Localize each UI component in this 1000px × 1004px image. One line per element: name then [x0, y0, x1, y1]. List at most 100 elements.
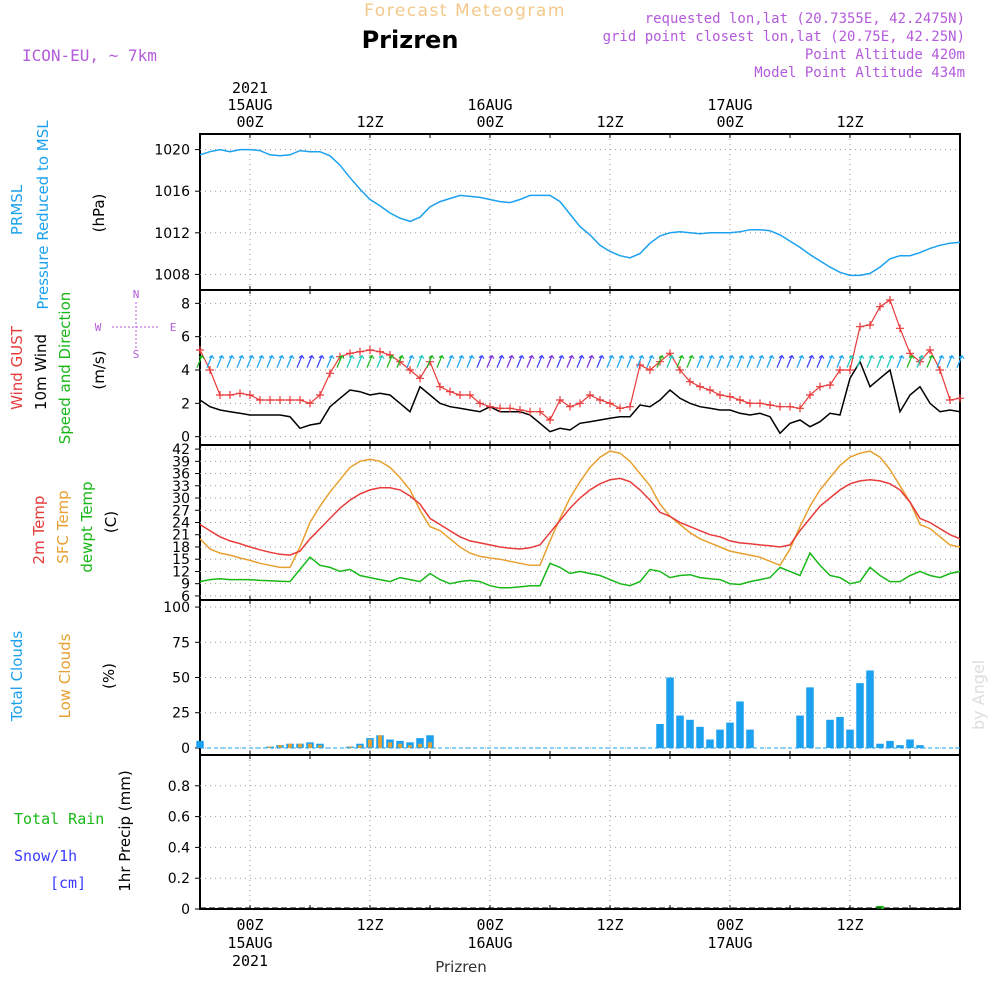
gust-marker	[536, 407, 544, 416]
total-cloud-bar	[886, 740, 894, 748]
clouds-label-low: Low Clouds	[56, 633, 74, 718]
wind-arrow	[676, 354, 685, 368]
low-cloud-bar	[368, 739, 372, 748]
low-cloud-bar	[268, 746, 272, 748]
total-cloud-bar	[846, 729, 854, 748]
precip-ytick-label: 0.6	[168, 810, 190, 826]
gust-marker	[876, 302, 884, 311]
total-cloud-bar	[676, 715, 684, 748]
temperature-ytick-label: 42	[172, 442, 190, 458]
gust-marker	[196, 346, 204, 354]
wind-arrow	[876, 354, 885, 368]
wind-arrow	[716, 354, 725, 368]
gust-marker	[226, 391, 234, 399]
gust-marker	[956, 394, 964, 403]
temperature-ytick-label: 36	[172, 467, 190, 483]
precip-frame	[199, 754, 961, 910]
axes-layer	[112, 133, 961, 910]
gust-marker	[586, 391, 594, 399]
wind-arrow	[686, 354, 695, 368]
wind-arrow	[486, 354, 495, 368]
pressure-ytick-label: 1012	[154, 226, 190, 242]
wind-ytick-label: 4	[181, 363, 190, 379]
location-title: Prizren	[362, 26, 459, 54]
wind-arrow	[746, 354, 755, 368]
low-cloud-bar	[398, 743, 402, 748]
wind-arrow	[256, 354, 265, 368]
gust-marker	[326, 369, 334, 378]
top-date-label: 16AUG	[467, 96, 512, 114]
wind-frame	[199, 289, 961, 446]
pressure-label-long: Pressure Reduced to MSL	[34, 120, 52, 310]
gust-marker	[716, 391, 724, 399]
wind-arrow	[736, 354, 745, 368]
precip-unit-label: 1hr Precip (mm)	[116, 770, 134, 891]
low-cloud-bar	[348, 746, 352, 748]
gust-marker	[836, 366, 844, 374]
gust-marker	[666, 349, 674, 358]
top-time-label: 12Z	[836, 113, 863, 131]
wind-arrow	[866, 354, 875, 368]
wind-arrow	[606, 354, 615, 368]
gust-marker	[826, 381, 834, 389]
wind-arrow	[916, 354, 925, 368]
clouds-ytick-label: 50	[172, 671, 190, 687]
pressure-unit-label: (hPa)	[90, 194, 108, 233]
wind-arrow	[956, 354, 965, 368]
precip-ytick-label: 0	[181, 902, 190, 918]
total-cloud-bar	[866, 670, 874, 748]
wind-arrow	[236, 354, 245, 368]
gust-marker	[886, 296, 894, 304]
gust-marker	[776, 402, 784, 411]
gust-marker	[266, 396, 274, 404]
wind-arrow	[726, 354, 735, 368]
total-cloud-bar	[716, 729, 724, 748]
precip-label-snow: Snow/1h	[14, 847, 77, 865]
top-time-label: 12Z	[596, 113, 623, 131]
top-date-label: 17AUG	[707, 96, 752, 114]
sfc-temp-line	[199, 450, 961, 569]
requested-coords: requested lon,lat (20.7355E, 42.2475N)	[645, 11, 965, 27]
total-cloud-bar	[696, 726, 704, 748]
bottom-time-label: 12Z	[596, 916, 623, 934]
clouds-unit-label: (%)	[100, 663, 118, 689]
wind-arrow	[536, 354, 545, 368]
compass-n: N	[133, 288, 140, 301]
temp-2m-line	[199, 477, 961, 556]
wind-arrow	[476, 354, 485, 368]
top-title: Forecast Meteogram	[364, 1, 566, 21]
wind-arrow	[206, 354, 215, 368]
wind-arrow	[276, 354, 285, 368]
wind-arrow	[336, 354, 345, 368]
total-cloud-bar	[856, 683, 864, 748]
gust-marker	[456, 391, 464, 399]
gust-marker	[936, 366, 944, 374]
top-year-label: 2021	[232, 79, 268, 97]
wind-arrow	[436, 354, 445, 368]
wind-arrow	[526, 354, 535, 368]
low-cloud-bar	[378, 735, 382, 748]
gust-marker	[596, 396, 604, 404]
wind-arrow	[546, 354, 555, 368]
gust-marker	[926, 346, 934, 354]
total-cloud-bar	[826, 719, 834, 748]
precip-label-rain: Total Rain	[14, 810, 104, 828]
total-cloud-bar	[666, 677, 674, 748]
bottom-year-label: 2021	[232, 952, 268, 970]
wind-arrow	[566, 354, 575, 368]
pressure-label-prmsl: PRMSL	[8, 184, 26, 235]
total-cloud-bar	[196, 740, 204, 748]
gust-marker	[436, 382, 444, 391]
low-cloud-bar	[428, 742, 432, 748]
low-cloud-bar	[408, 745, 412, 748]
total-cloud-bar	[426, 735, 434, 748]
gust-marker	[736, 396, 744, 404]
bottom-date-label: 15AUG	[227, 934, 272, 952]
temperature-ytick-label: 24	[172, 516, 190, 532]
precip-ytick-label: 0.8	[168, 779, 190, 795]
gust-marker	[616, 404, 624, 413]
wind-arrow	[896, 354, 905, 368]
gust-marker	[766, 401, 774, 409]
temperature-ytick-label: 27	[172, 503, 190, 519]
